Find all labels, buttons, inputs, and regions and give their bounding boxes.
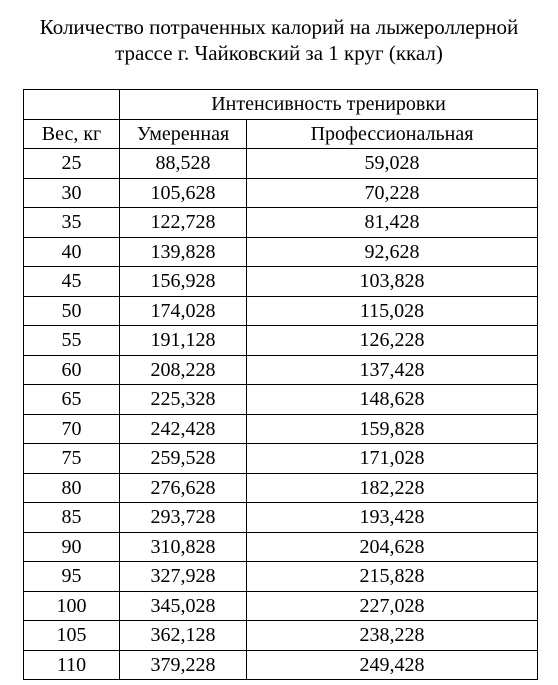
moderate-cell: 225,328	[120, 385, 247, 415]
weight-cell: 90	[24, 532, 120, 562]
professional-cell: 148,628	[247, 385, 538, 415]
table-row: 90 310,828 204,628	[24, 532, 538, 562]
table-row: 100 345,028 227,028	[24, 591, 538, 621]
moderate-cell: 156,928	[120, 267, 247, 297]
moderate-cell: 122,728	[120, 208, 247, 238]
moderate-cell: 105,628	[120, 178, 247, 208]
moderate-cell: 174,028	[120, 296, 247, 326]
professional-cell: 92,628	[247, 237, 538, 267]
weight-cell: 95	[24, 562, 120, 592]
weight-cell: 40	[24, 237, 120, 267]
table-row: 65 225,328 148,628	[24, 385, 538, 415]
moderate-cell: 139,828	[120, 237, 247, 267]
title-line-2: трассе г. Чайковский за 1 круг (ккал)	[0, 40, 558, 66]
moderate-cell: 345,028	[120, 591, 247, 621]
professional-cell: 137,428	[247, 355, 538, 385]
table-row: 110 379,228 249,428	[24, 650, 538, 680]
professional-cell: 193,428	[247, 503, 538, 533]
table-row: 50 174,028 115,028	[24, 296, 538, 326]
professional-cell: 238,228	[247, 621, 538, 651]
moderate-cell: 293,728	[120, 503, 247, 533]
weight-cell: 30	[24, 178, 120, 208]
table-row: 95 327,928 215,828	[24, 562, 538, 592]
table-row: 75 259,528 171,028	[24, 444, 538, 474]
weight-cell: 70	[24, 414, 120, 444]
column-header-row: Вес, кг Умеренная Профессиональная	[24, 119, 538, 149]
weight-cell: 45	[24, 267, 120, 297]
professional-cell: 103,828	[247, 267, 538, 297]
column-header-weight: Вес, кг	[24, 119, 120, 149]
weight-cell: 80	[24, 473, 120, 503]
table-row: 105 362,128 238,228	[24, 621, 538, 651]
professional-cell: 59,028	[247, 149, 538, 179]
column-header-professional: Профессиональная	[247, 119, 538, 149]
table-row: 55 191,128 126,228	[24, 326, 538, 356]
table-row: 35 122,728 81,428	[24, 208, 538, 238]
weight-cell: 65	[24, 385, 120, 415]
table-row: 85 293,728 193,428	[24, 503, 538, 533]
moderate-cell: 327,928	[120, 562, 247, 592]
professional-cell: 126,228	[247, 326, 538, 356]
professional-cell: 215,828	[247, 562, 538, 592]
table-row: 70 242,428 159,828	[24, 414, 538, 444]
weight-cell: 60	[24, 355, 120, 385]
moderate-cell: 208,228	[120, 355, 247, 385]
professional-cell: 159,828	[247, 414, 538, 444]
weight-cell: 25	[24, 149, 120, 179]
professional-cell: 182,228	[247, 473, 538, 503]
calorie-table: Интенсивность тренировки Вес, кг Умеренн…	[23, 89, 538, 680]
professional-cell: 249,428	[247, 650, 538, 680]
group-header-row: Интенсивность тренировки	[24, 90, 538, 120]
moderate-cell: 242,428	[120, 414, 247, 444]
weight-cell: 100	[24, 591, 120, 621]
title-line-1: Количество потраченных калорий на лыжеро…	[0, 14, 558, 40]
table-row: 60 208,228 137,428	[24, 355, 538, 385]
moderate-cell: 88,528	[120, 149, 247, 179]
moderate-cell: 362,128	[120, 621, 247, 651]
table-row: 40 139,828 92,628	[24, 237, 538, 267]
table-row: 45 156,928 103,828	[24, 267, 538, 297]
weight-cell: 110	[24, 650, 120, 680]
moderate-cell: 379,228	[120, 650, 247, 680]
moderate-cell: 191,128	[120, 326, 247, 356]
moderate-cell: 276,628	[120, 473, 247, 503]
page-title: Количество потраченных калорий на лыжеро…	[0, 14, 558, 66]
table-body: 25 88,528 59,028 30 105,628 70,228 35 122,728 81…	[24, 149, 538, 680]
intensity-header: Интенсивность тренировки	[120, 90, 538, 120]
professional-cell: 204,628	[247, 532, 538, 562]
weight-cell: 50	[24, 296, 120, 326]
table-row: 30 105,628 70,228	[24, 178, 538, 208]
column-header-moderate: Умеренная	[120, 119, 247, 149]
professional-cell: 115,028	[247, 296, 538, 326]
professional-cell: 227,028	[247, 591, 538, 621]
weight-cell: 75	[24, 444, 120, 474]
table-row: 25 88,528 59,028	[24, 149, 538, 179]
professional-cell: 171,028	[247, 444, 538, 474]
professional-cell: 70,228	[247, 178, 538, 208]
empty-corner-cell	[24, 90, 120, 120]
professional-cell: 81,428	[247, 208, 538, 238]
weight-cell: 105	[24, 621, 120, 651]
weight-cell: 55	[24, 326, 120, 356]
table-row: 80 276,628 182,228	[24, 473, 538, 503]
moderate-cell: 310,828	[120, 532, 247, 562]
weight-cell: 85	[24, 503, 120, 533]
moderate-cell: 259,528	[120, 444, 247, 474]
weight-cell: 35	[24, 208, 120, 238]
